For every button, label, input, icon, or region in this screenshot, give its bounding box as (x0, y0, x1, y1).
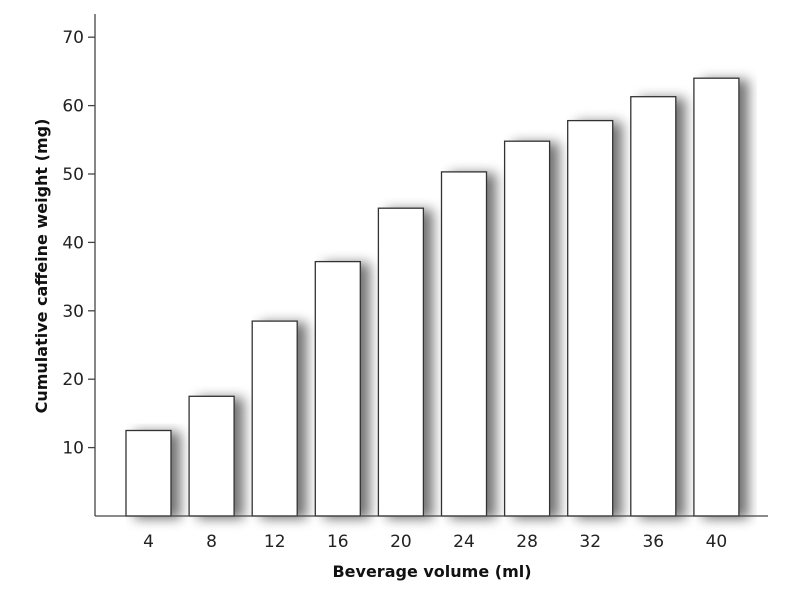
x-tick-label: 24 (453, 532, 475, 552)
bar-4 (125, 429, 172, 517)
bar-8 (188, 395, 235, 517)
x-tick-label: 36 (642, 532, 664, 552)
bar-20 (377, 207, 425, 517)
bar-12 (251, 320, 298, 517)
bar-28 (503, 140, 551, 517)
y-tick-label: 50 (62, 165, 84, 185)
y-tick-label: 60 (62, 97, 84, 117)
x-axis-title: Beverage volume (ml) (332, 562, 531, 581)
y-axis-title: Cumulative caffeine weight (mg) (32, 119, 51, 414)
x-tick-label: 20 (390, 532, 412, 552)
bar-24 (440, 171, 488, 517)
x-tick-label: 8 (206, 532, 217, 552)
y-tick-label: 70 (62, 28, 84, 48)
x-tick-label: 4 (143, 532, 154, 552)
x-ticks-group: 4 8 12 16 20 24 28 32 36 40 (143, 532, 727, 552)
bar-32 (567, 119, 614, 517)
x-tick-label: 32 (579, 532, 601, 552)
axes-group (94, 14, 768, 517)
x-tick-label: 16 (327, 532, 349, 552)
y-tick-label: 40 (62, 233, 84, 253)
y-tick-label: 30 (62, 302, 84, 322)
x-tick-label: 12 (264, 532, 286, 552)
bars-group (125, 77, 740, 517)
bar-36 (630, 96, 677, 517)
bar-40 (693, 77, 740, 517)
y-tick-label: 10 (62, 439, 84, 459)
y-ticks-group: 10 20 30 40 50 60 70 (62, 28, 95, 459)
y-tick-label: 20 (62, 370, 84, 390)
bar-16 (314, 260, 361, 517)
x-tick-label: 40 (706, 532, 728, 552)
x-tick-label: 28 (516, 532, 538, 552)
